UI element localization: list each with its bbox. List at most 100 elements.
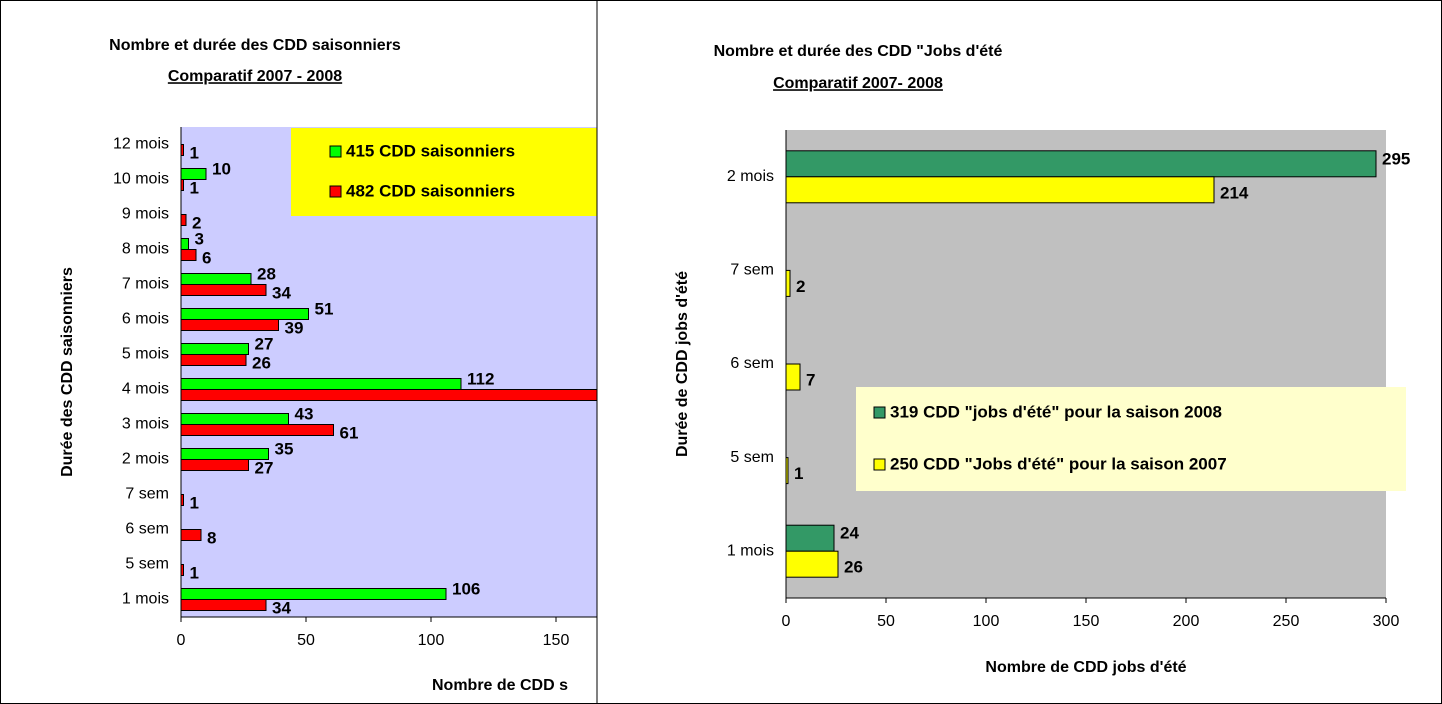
legend-swatch	[329, 145, 342, 158]
chart-title: Nombre et durée des CDD "Jobs d'été	[714, 43, 1003, 60]
legend-swatch	[873, 458, 886, 471]
bar	[180, 144, 184, 156]
bar	[180, 389, 597, 401]
x-tick-label: 100	[973, 613, 1000, 630]
right-chart: Nombre et durée des CDD "Jobs d'été Compa…	[674, 43, 1410, 676]
plot-area	[786, 130, 1386, 598]
bar	[785, 457, 789, 485]
chart-title: Nombre et durée des CDD saisonniers	[109, 37, 401, 54]
bar	[180, 273, 252, 285]
x-tick-label: 150	[1073, 613, 1100, 630]
bar	[785, 150, 1377, 178]
bar	[180, 343, 249, 355]
data-label: 1	[190, 178, 199, 197]
x-tick-label: 50	[877, 613, 895, 630]
bar	[180, 319, 279, 331]
data-label: 39	[285, 318, 304, 337]
legend-swatch	[873, 406, 886, 419]
y-tick-label: 2 mois	[122, 451, 169, 468]
chart-subtitle: Comparatif 2007- 2008	[773, 75, 943, 92]
data-label: 112	[467, 369, 494, 388]
bar	[180, 179, 184, 191]
x-tick-label: 100	[418, 632, 445, 649]
bar	[785, 550, 839, 578]
data-label: 34	[272, 598, 291, 617]
data-label: 27	[255, 458, 274, 477]
data-label: 51	[315, 299, 334, 318]
data-label: 2	[796, 277, 805, 296]
y-tick-label: 3 mois	[122, 416, 169, 433]
x-axis-title: Nombre de CDD s	[432, 677, 568, 694]
data-label: 10	[212, 159, 231, 178]
data-label: 7	[806, 370, 815, 389]
y-tick-label: 1 mois	[727, 542, 774, 559]
data-label: 2	[192, 213, 201, 232]
data-label: 295	[1382, 149, 1410, 168]
data-label: 3	[195, 229, 204, 248]
y-tick-label: 6 mois	[122, 311, 169, 328]
bar	[180, 564, 184, 576]
data-label: 106	[452, 579, 480, 598]
legend-label: 482 CDD saisonniers	[346, 181, 515, 200]
data-label: 61	[340, 423, 359, 442]
legend-label: 415 CDD saisonniers	[346, 141, 515, 160]
y-tick-label: 9 mois	[122, 206, 169, 223]
data-label: 1	[190, 563, 199, 582]
bar	[180, 599, 267, 611]
y-tick-label: 1 mois	[122, 591, 169, 608]
bar	[180, 214, 187, 226]
data-label: 26	[252, 353, 271, 372]
y-tick-label: 7 sem	[730, 262, 774, 279]
legend	[856, 387, 1406, 491]
bar	[785, 269, 791, 297]
y-tick-label: 10 mois	[113, 171, 169, 188]
y-tick-label: 6 sem	[125, 521, 169, 538]
y-tick-label: 5 mois	[122, 346, 169, 363]
data-label: 1	[794, 464, 803, 483]
data-label: 28	[257, 264, 276, 283]
x-tick-label: 200	[1173, 613, 1200, 630]
legend	[291, 128, 597, 216]
bar	[180, 284, 267, 296]
x-tick-label: 0	[177, 632, 186, 649]
y-tick-label: 6 sem	[730, 355, 774, 372]
y-tick-label: 7 mois	[122, 276, 169, 293]
bar	[180, 354, 247, 366]
x-tick-label: 300	[1373, 613, 1400, 630]
bar	[180, 494, 184, 506]
data-label: 8	[207, 528, 216, 547]
x-tick-label: 250	[1273, 613, 1300, 630]
bar	[180, 588, 447, 600]
y-tick-label: 4 mois	[122, 381, 169, 398]
bar	[180, 529, 202, 541]
y-axis-title: Durée de CDD jobs d'été	[674, 271, 691, 457]
bar	[180, 238, 189, 250]
bar	[785, 363, 801, 391]
y-tick-label: 12 mois	[113, 136, 169, 153]
data-label: 35	[275, 439, 294, 458]
data-label: 1	[190, 143, 199, 162]
data-label: 214	[1220, 183, 1249, 202]
data-label: 26	[844, 558, 863, 577]
x-axis-title: Nombre de CDD jobs d'été	[985, 659, 1186, 676]
bar	[785, 176, 1215, 204]
bar	[180, 459, 249, 471]
legend-swatch	[329, 185, 342, 198]
data-label: 34	[272, 283, 291, 302]
data-label: 1	[190, 493, 199, 512]
bar	[180, 413, 289, 425]
legend-label: 319 CDD "jobs d'été" pour la saison 2008	[890, 402, 1222, 421]
y-tick-label: 2 mois	[727, 168, 774, 185]
legend-label: 250 CDD "Jobs d'été" pour la saison 2007	[890, 454, 1227, 473]
bar	[180, 168, 207, 180]
bar	[180, 424, 334, 436]
y-axis-title: Durée des CDD saisonniers	[59, 267, 76, 477]
left-chart: Nombre et durée des CDD saisonniers Compa…	[59, 37, 597, 694]
y-tick-label: 5 sem	[730, 449, 774, 466]
data-label: 43	[295, 404, 314, 423]
bar	[180, 249, 197, 261]
bar	[785, 524, 835, 552]
y-tick-label: 5 sem	[125, 556, 169, 573]
y-tick-label: 7 sem	[125, 486, 169, 503]
